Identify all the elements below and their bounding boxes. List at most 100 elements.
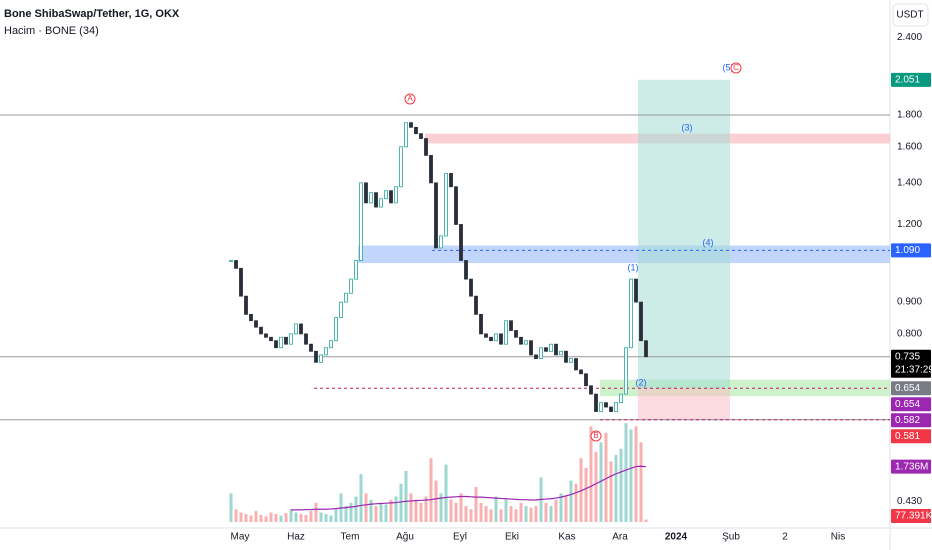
candle: [559, 350, 563, 356]
candle: [474, 295, 478, 315]
wave-circle: [590, 430, 602, 442]
candle: [404, 122, 408, 148]
y-tick-label: 0.430: [897, 496, 922, 507]
candle: [499, 333, 503, 345]
x-tick-label: Eyl: [453, 532, 467, 543]
volume-bar: [299, 514, 303, 522]
candle: [274, 340, 278, 349]
candle: [579, 369, 583, 375]
candle: [394, 186, 398, 204]
volume-bar: [389, 499, 393, 522]
y-tick-label: 1.600: [897, 141, 922, 152]
candle: [639, 301, 643, 342]
volume-bar: [609, 461, 613, 522]
volume-bar: [574, 483, 578, 522]
volume-bar: [444, 464, 448, 522]
price-tag: [891, 381, 931, 396]
candle: [249, 313, 253, 322]
volume-bar: [614, 455, 618, 522]
volume-bar: [284, 513, 288, 522]
volume-bar: [549, 506, 553, 522]
volume-bar: [504, 499, 508, 522]
candle: [609, 406, 613, 412]
x-tick-label: Ara: [612, 532, 628, 543]
candle: [354, 260, 358, 280]
candle: [479, 313, 483, 335]
candle: [424, 138, 428, 156]
price-tag-label: 0.654: [895, 383, 920, 394]
candle: [599, 402, 603, 412]
x-tick-label: Eki: [505, 532, 519, 543]
volume-bar: [319, 512, 323, 522]
volume-bar: [289, 509, 293, 522]
y-tick-label: 1.200: [897, 219, 922, 230]
x-tick-label: Haz: [287, 532, 305, 543]
candle: [239, 267, 243, 297]
price-tag-label: 0.581: [895, 431, 920, 442]
volume-bar: [379, 502, 383, 522]
price-tag-label: 0.735: [895, 351, 920, 362]
x-tick-label: Ağu: [396, 532, 414, 543]
candle: [334, 317, 338, 342]
volume-bar: [274, 514, 278, 522]
currency[interactable]: USDT: [896, 10, 923, 21]
volume-tag-label: 77.391K: [895, 511, 932, 522]
candle: [379, 198, 383, 208]
wave-circle: [404, 93, 416, 105]
volume-bar: [374, 506, 378, 522]
candle: [504, 320, 508, 345]
volume-bar: [494, 496, 498, 522]
candle: [469, 278, 473, 297]
wave-label: (4): [703, 237, 714, 247]
volume-bar: [559, 493, 563, 522]
candle: [569, 358, 573, 363]
candle: [374, 192, 378, 208]
volume-bar: [229, 493, 233, 522]
volume-bar: [484, 506, 488, 522]
volume-bar: [399, 483, 403, 522]
candle: [389, 190, 393, 204]
volume-bar: [544, 502, 548, 522]
zone: [638, 388, 730, 420]
candle: [509, 320, 513, 331]
wave-label: C: [733, 63, 739, 72]
volume-bar: [604, 432, 608, 522]
candle: [399, 146, 403, 188]
volume-bar: [479, 502, 483, 522]
volume-bar: [309, 510, 313, 522]
volume-bar: [334, 509, 338, 522]
volume-tag: [891, 509, 931, 523]
candle: [624, 347, 628, 395]
volume-bar: [294, 512, 298, 522]
volume-bar: [449, 499, 453, 522]
currency-box[interactable]: [892, 3, 929, 27]
wave-label: B: [593, 431, 598, 440]
volume-bar: [624, 423, 628, 522]
candle: [439, 235, 443, 249]
volume-bar: [454, 502, 458, 522]
volume-bar: [414, 499, 418, 522]
candle: [264, 333, 268, 338]
volume-bar: [239, 512, 243, 522]
volume-bar: [419, 502, 423, 522]
volume-bar: [329, 515, 333, 522]
candle: [629, 278, 633, 349]
price-tag-label: 2.051: [895, 74, 920, 85]
volume-bar: [359, 474, 363, 522]
candle: [644, 340, 648, 358]
volume-tag-label: 1.736M: [895, 461, 928, 472]
candle: [589, 385, 593, 395]
candle: [484, 333, 488, 338]
volume-bar: [404, 471, 408, 522]
candle: [349, 278, 353, 294]
volume-bar: [304, 514, 308, 522]
price-tag: [891, 243, 931, 258]
volume-bar: [324, 514, 328, 522]
volume-bar: [584, 467, 588, 522]
y-tick-label: 0.900: [897, 297, 922, 308]
price-tag: [891, 349, 931, 378]
candle: [329, 340, 333, 349]
volume-bar: [244, 514, 248, 522]
candle: [344, 292, 348, 303]
